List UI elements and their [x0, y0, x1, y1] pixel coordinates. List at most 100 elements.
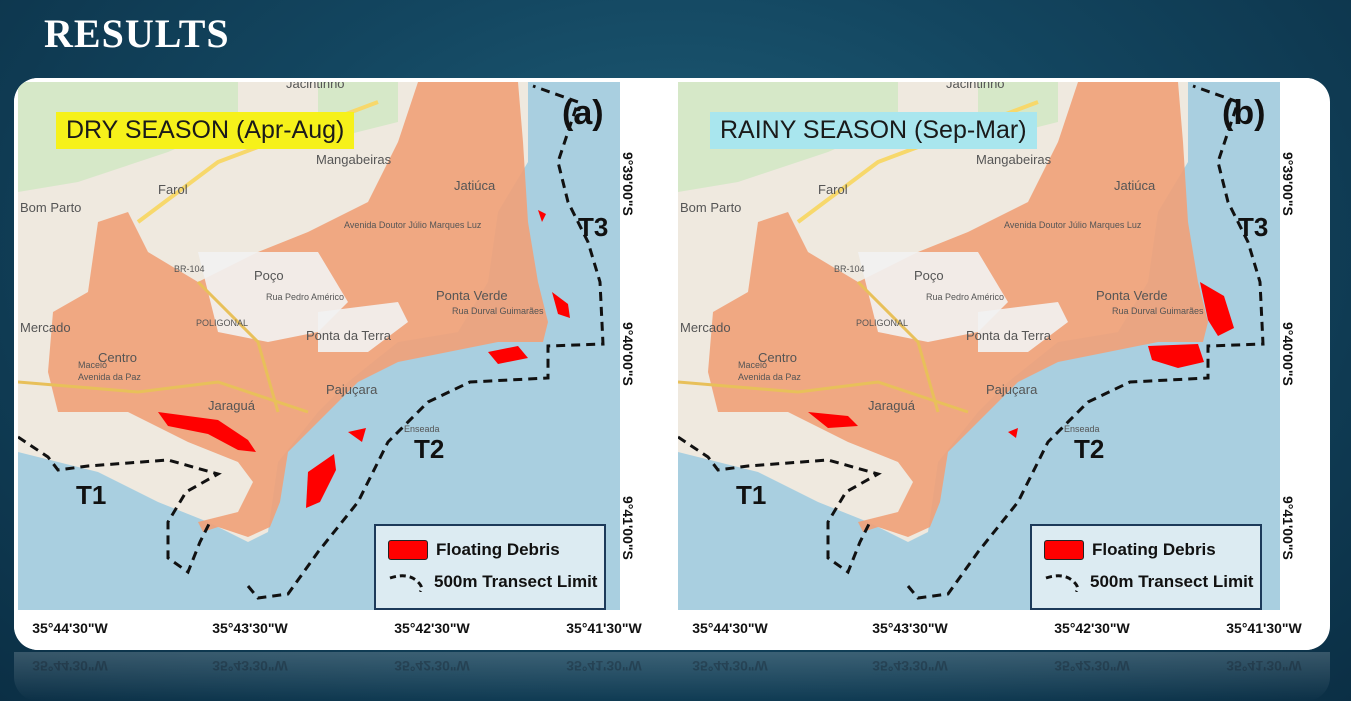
- transect-labels: T1 T2 T3: [76, 212, 608, 510]
- debris-swatch: [1044, 540, 1084, 560]
- debris-patch: [488, 346, 528, 364]
- place-label: Jaraguá: [208, 398, 256, 413]
- transect-limit-lines: [18, 84, 605, 600]
- place-label: Farol: [158, 182, 188, 197]
- transect-label-t1: T1: [736, 480, 766, 510]
- place-label: Poço: [914, 268, 944, 283]
- lat-label: 9°40'00"S: [620, 322, 636, 386]
- place-label: Jatiúca: [1114, 178, 1156, 193]
- street-label: Avenida Doutor Júlio Marques Luz: [344, 220, 482, 230]
- place-label: Mercado: [680, 320, 731, 335]
- panel-rainy-season: Jacintinho Mangabeiras Farol Bom Parto J…: [674, 78, 1314, 650]
- reflection-lon-label: 35°44'30"W: [32, 658, 108, 674]
- reflection-lon-label: 35°41'30"W: [1226, 658, 1302, 674]
- street-label: POLIGONAL: [856, 318, 908, 328]
- transect-label-t1: T1: [76, 480, 106, 510]
- street-label: BR-104: [174, 264, 205, 274]
- debris-swatch: [388, 540, 428, 560]
- transect-labels: T1 T2 T3: [736, 212, 1268, 510]
- place-label: Poço: [254, 268, 284, 283]
- street-label: Rua Pedro Américo: [266, 292, 344, 302]
- panel-letter-b: (b): [1222, 94, 1266, 132]
- lat-label: 9°41'00"S: [620, 496, 636, 560]
- street-label: Rua Durval Guimarães: [1112, 306, 1204, 316]
- transect-limit-lines: [678, 84, 1265, 600]
- place-label: Mercado: [20, 320, 71, 335]
- place-label: Ponta da Terra: [966, 328, 1052, 343]
- place-label: Centro: [98, 350, 137, 365]
- street-label: Avenida Doutor Júlio Marques Luz: [1004, 220, 1142, 230]
- street-label: Avenida da Paz: [738, 372, 801, 382]
- street-label: Enseada: [404, 424, 440, 434]
- reflection-lon-label: 35°44'30"W: [692, 658, 768, 674]
- debris-patch: [1148, 344, 1204, 368]
- road: [856, 280, 940, 413]
- place-label: Ponta Verde: [436, 288, 508, 303]
- street-label: POLIGONAL: [196, 318, 248, 328]
- reflection-lon-label: 35°42'30"W: [1054, 658, 1130, 674]
- legend-transect-label: 500m Transect Limit: [1090, 572, 1254, 591]
- place-label: Centro: [758, 350, 797, 365]
- place-label: Farol: [818, 182, 848, 197]
- lon-label: 35°41'30"W: [566, 620, 642, 636]
- floating-debris-group: [808, 282, 1234, 438]
- place-label: Ponta da Terra: [306, 328, 392, 343]
- debris-patch: [306, 454, 336, 508]
- map-rainy-season: Jacintinho Mangabeiras Farol Bom Parto J…: [678, 82, 1280, 610]
- street-label: Maceió: [738, 360, 767, 370]
- lat-label: 9°39'00"S: [620, 152, 636, 216]
- debris-patch: [808, 412, 858, 428]
- lon-label: 35°44'30"W: [32, 620, 108, 636]
- transect-label-t2: T2: [1074, 434, 1104, 464]
- map-legend: Floating Debris 500m Transect Limit: [1030, 524, 1262, 610]
- transect-line: [18, 435, 222, 575]
- street-label: Rua Durval Guimarães: [452, 306, 544, 316]
- dashed-line-icon: [389, 574, 424, 592]
- transect-line: [246, 84, 605, 600]
- place-label: Ponta Verde: [1096, 288, 1168, 303]
- figure-reflection: 35°44'30"W 35°43'30"W 35°42'30"W 35°41'3…: [14, 652, 1330, 701]
- lon-label: 35°44'30"W: [692, 620, 768, 636]
- legend-transect-row: 500m Transect Limit: [388, 572, 597, 592]
- slide-title: RESULTS: [44, 11, 230, 56]
- panel-dry-season: Jacintinho Mangabeiras Farol Bom Parto J…: [14, 78, 654, 650]
- debris-patch: [348, 428, 366, 442]
- map-place-labels: Jacintinho Mangabeiras Farol Bom Parto J…: [20, 82, 508, 413]
- lon-label: 35°42'30"W: [394, 620, 470, 636]
- reflection-lon-label: 35°42'30"W: [394, 658, 470, 674]
- lat-label: 9°39'00"S: [1280, 152, 1296, 216]
- lon-label: 35°42'30"W: [1054, 620, 1130, 636]
- road: [196, 280, 280, 413]
- transect-label-t3: T3: [1238, 212, 1268, 242]
- map-place-labels: Jacintinho Mangabeiras Farol Bom Parto J…: [680, 82, 1168, 413]
- map-svg-dry: Jacintinho Mangabeiras Farol Bom Parto J…: [18, 82, 608, 600]
- place-label: Jatiúca: [454, 178, 496, 193]
- street-label: Rua Pedro Américo: [926, 292, 1004, 302]
- debris-patch: [538, 210, 546, 222]
- lat-label: 9°40'00"S: [1280, 322, 1296, 386]
- reflection-lon-label: 35°41'30"W: [566, 658, 642, 674]
- place-label: Jacintinho: [946, 82, 1005, 91]
- lon-label: 35°41'30"W: [1226, 620, 1302, 636]
- place-label: Bom Parto: [680, 200, 741, 215]
- legend-transect-row: 500m Transect Limit: [1044, 572, 1253, 592]
- map-street-labels: Avenida Doutor Júlio Marques Luz Rua Ped…: [738, 220, 1204, 434]
- floating-debris-group: [158, 210, 570, 508]
- lon-label: 35°43'30"W: [872, 620, 948, 636]
- transect-line: [678, 435, 882, 575]
- legend-debris-label: Floating Debris: [1092, 540, 1216, 559]
- debris-patch: [552, 292, 570, 318]
- lon-label: 35°43'30"W: [212, 620, 288, 636]
- street-label: Enseada: [1064, 424, 1100, 434]
- place-label: Mangabeiras: [316, 152, 392, 167]
- dashed-line-icon: [1045, 574, 1080, 592]
- place-label: Mangabeiras: [976, 152, 1052, 167]
- transect-label-t3: T3: [578, 212, 608, 242]
- road: [678, 380, 969, 414]
- place-label: Bom Parto: [20, 200, 81, 215]
- debris-patch: [158, 412, 256, 452]
- legend-debris-row: Floating Debris: [1044, 540, 1216, 560]
- legend-transect-label: 500m Transect Limit: [434, 572, 598, 591]
- results-figure: Jacintinho Mangabeiras Farol Bom Parto J…: [14, 78, 1330, 650]
- debris-patch: [1008, 428, 1018, 438]
